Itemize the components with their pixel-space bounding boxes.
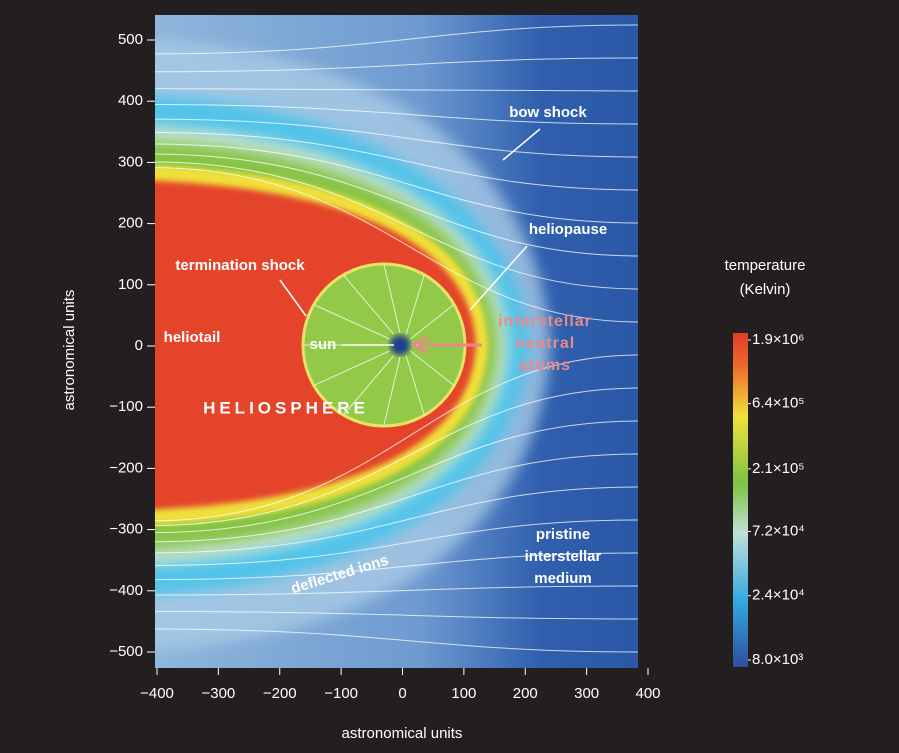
colorbar-title: (Kelvin) bbox=[740, 281, 791, 298]
annotation: interstellar bbox=[498, 313, 592, 330]
colorbar-tick-label: 6.4×10⁵ bbox=[752, 395, 805, 412]
figure: −500 −400 −300 −200 −100 0 100 200 300 400 500 −400… bbox=[0, 0, 899, 753]
x-tick-label: 200 bbox=[513, 685, 538, 702]
x-tick-label: 400 bbox=[635, 685, 660, 702]
y-axis-label: astronomical units bbox=[61, 290, 78, 411]
x-tick-label: −100 bbox=[324, 685, 358, 702]
annotation: pristine bbox=[536, 526, 590, 543]
y-tick-label: −300 bbox=[109, 521, 143, 538]
x-tick-label: 100 bbox=[451, 685, 476, 702]
y-tick-label: 400 bbox=[118, 92, 143, 109]
annotation: bow shock bbox=[509, 104, 587, 121]
x-tick-label: −200 bbox=[263, 685, 297, 702]
y-tick-label: 0 bbox=[135, 337, 143, 354]
colorbar-tick-label: 2.1×10⁵ bbox=[752, 460, 805, 477]
annotation: neutral bbox=[515, 335, 575, 352]
y-tick-label: 200 bbox=[118, 215, 143, 232]
x-tick-label: 0 bbox=[398, 685, 406, 702]
y-tick-label: −200 bbox=[109, 459, 143, 476]
x-tick-label: −400 bbox=[140, 685, 174, 702]
annotation: HELIOSPHERE bbox=[203, 398, 369, 417]
annotation: atoms bbox=[519, 357, 571, 374]
y-tick-label: −100 bbox=[109, 398, 143, 415]
y-tick-label: 300 bbox=[118, 153, 143, 170]
annotation: heliotail bbox=[164, 329, 221, 346]
annotation: interstellar bbox=[525, 548, 602, 565]
annotation: medium bbox=[534, 570, 592, 587]
y-tick-label: −500 bbox=[109, 643, 143, 660]
x-tick-label: −300 bbox=[201, 685, 235, 702]
colorbar-tick-label: 1.9×10⁶ bbox=[752, 331, 804, 348]
colorbar bbox=[733, 333, 748, 667]
colorbar-tick-label: 7.2×10⁴ bbox=[752, 522, 805, 539]
x-axis-label: astronomical units bbox=[342, 725, 463, 742]
y-tick-label: 100 bbox=[118, 276, 143, 293]
annotation: termination shock bbox=[175, 257, 305, 274]
y-tick-label: 500 bbox=[118, 31, 143, 48]
colorbar-title: temperature bbox=[725, 257, 806, 274]
y-tick-label: −400 bbox=[109, 582, 143, 599]
annotation: heliopause bbox=[529, 221, 607, 238]
colorbar-tick-label: 8.0×10³ bbox=[752, 651, 803, 668]
colorbar-tick-label: 2.4×10⁴ bbox=[752, 587, 805, 604]
x-tick-label: 300 bbox=[574, 685, 599, 702]
annotation: sun bbox=[310, 336, 337, 353]
